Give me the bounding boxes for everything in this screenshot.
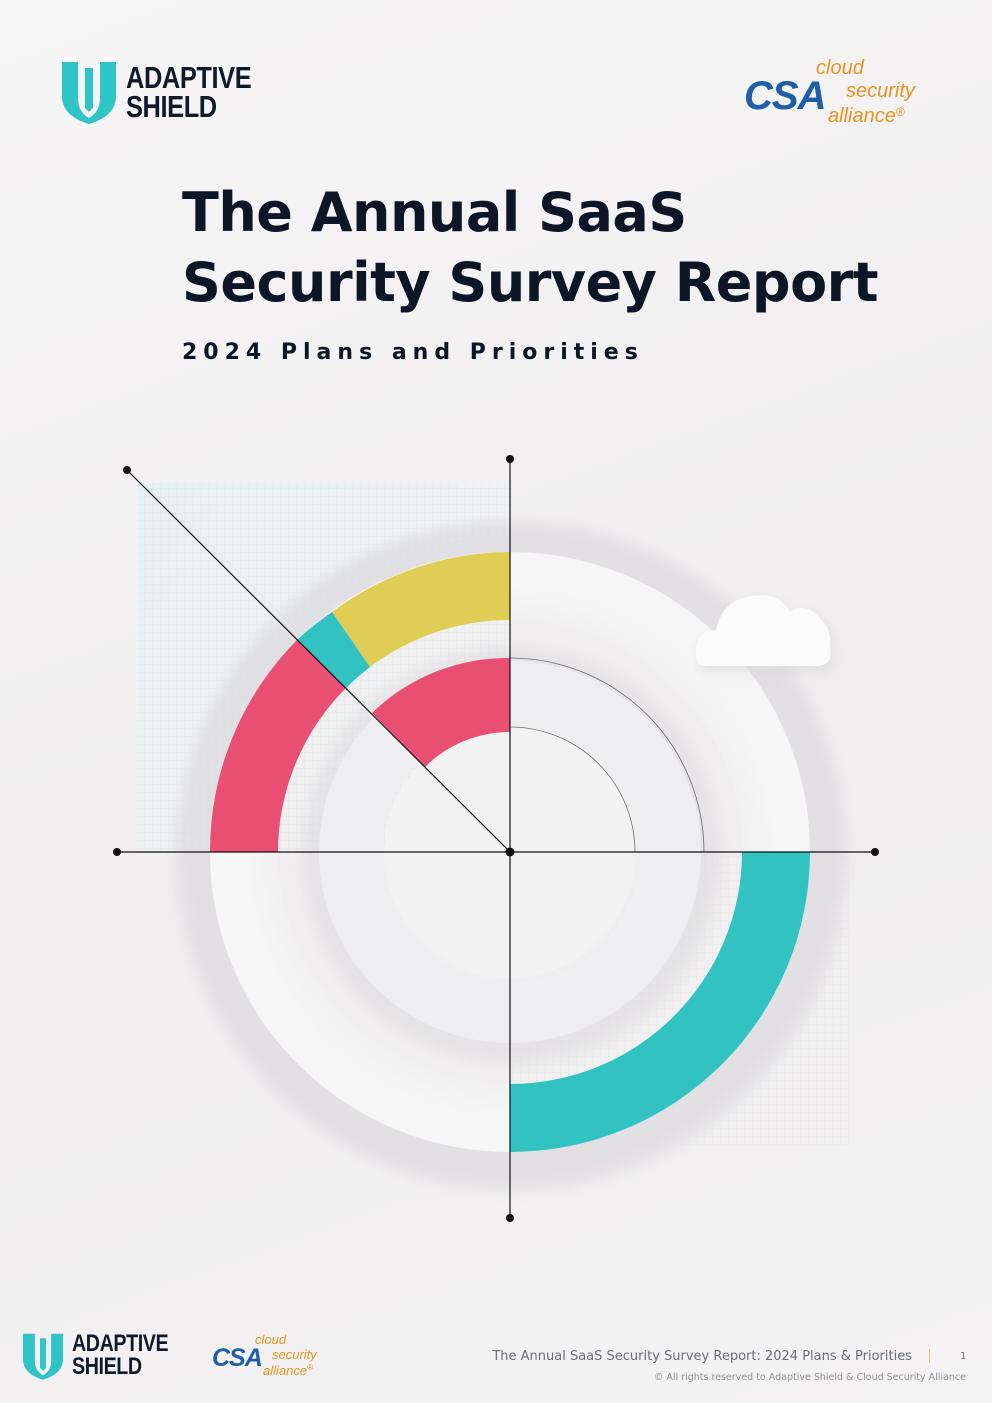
thin-arc-outer [509, 657, 705, 853]
axis-dot-top [506, 455, 514, 463]
footer-copyright: © All rights reserved to Adaptive Shield… [653, 1372, 966, 1383]
adaptive-shield-line2: SHIELD [126, 89, 217, 124]
thin-arc-inner [509, 726, 636, 853]
csa-mark: CSA [744, 74, 826, 118]
cloud-icon [695, 595, 834, 672]
csa-alliance-text: alliance [828, 105, 896, 127]
adaptive-shield-logo: ADAPTIVE SHIELD [58, 58, 279, 126]
footer-adaptive-shield-line1: ADAPTIVE [72, 1330, 169, 1358]
cover-illustration [113, 455, 879, 1222]
footer-shield-logo-icon [22, 1333, 64, 1380]
axis-dot-diagonal [123, 466, 131, 474]
footer-adaptive-shield-logo: ADAPTIVE SHIELD [20, 1330, 189, 1382]
footer-report-title: The Annual SaaS Security Survey Report: … [492, 1349, 912, 1364]
shield-logo-icon [62, 62, 116, 124]
footer-csa-word-cloud: cloud [255, 1332, 287, 1347]
page-subtitle: 2024 Plans and Priorities [182, 340, 644, 365]
csa-registered: ® [895, 105, 905, 119]
page-title: The Annual SaaS Security Survey Report [182, 178, 879, 318]
footer-csa-alliance-text: alliance [263, 1363, 308, 1378]
axis-dot-bottom [506, 1214, 514, 1222]
footer-adaptive-shield-line2: SHIELD [72, 1353, 142, 1380]
footer-csa-word-alliance: alliance® [263, 1363, 313, 1378]
csa-word-security: security [846, 80, 915, 102]
csa-word-alliance: alliance® [828, 106, 905, 126]
segment-teal-small [297, 612, 370, 688]
segment-yellow [332, 552, 510, 667]
page-number: 1 [960, 1351, 967, 1362]
segment-pink-inner [372, 657, 510, 767]
csa-logo: CSA cloud security alliance® [744, 58, 944, 130]
axis-dot-center [505, 847, 515, 857]
title-line2: Security Survey Report [182, 251, 879, 314]
title-line1: The Annual SaaS [182, 181, 687, 244]
axis-dot-right [871, 848, 879, 856]
csa-word-cloud: cloud [816, 57, 864, 79]
footer-csa-logo: CSA cloud security alliance® [212, 1333, 342, 1381]
segment-teal-large [510, 852, 810, 1152]
axis-diagonal [126, 469, 511, 853]
footer-divider [929, 1349, 930, 1363]
segment-pink-outer [209, 640, 346, 852]
adaptive-shield-line1: ADAPTIVE [126, 59, 252, 95]
axis-dot-left [113, 848, 121, 856]
footer-csa-word-security: security [272, 1347, 317, 1362]
footer-csa-mark: CSA [212, 1344, 263, 1372]
footer-csa-registered: ® [307, 1363, 313, 1372]
